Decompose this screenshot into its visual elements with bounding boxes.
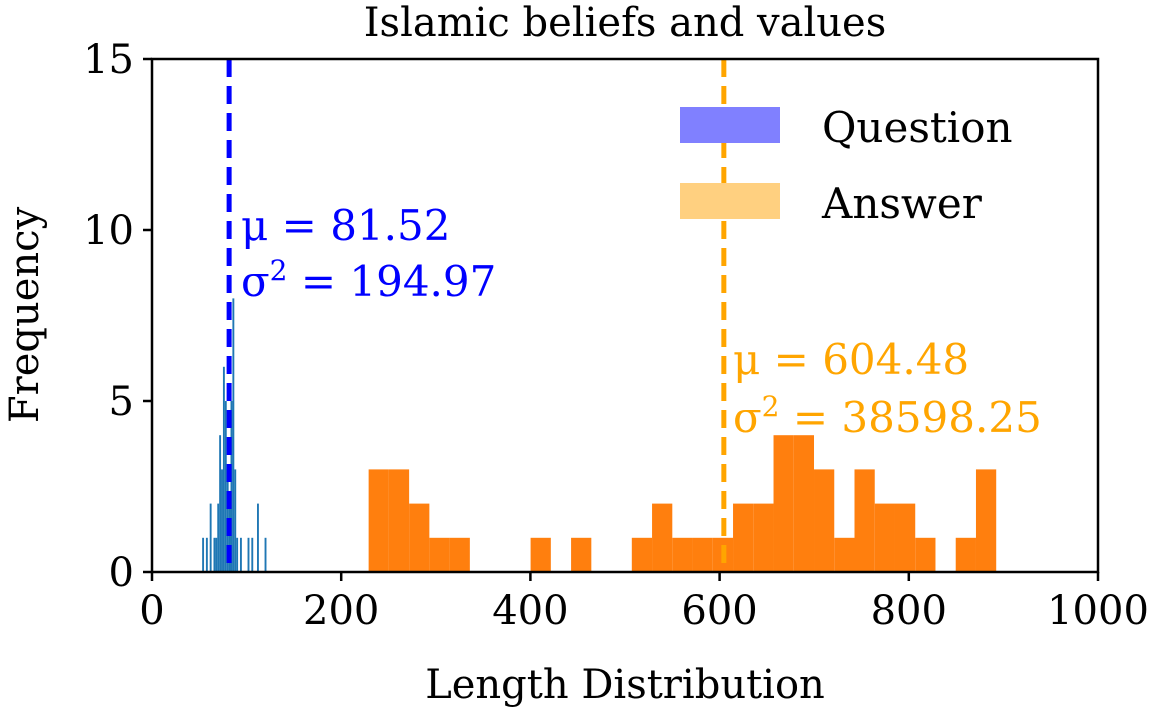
x-axis-label: Length Distribution: [425, 662, 825, 708]
bar-question-12: [230, 401, 233, 572]
bar-answer-21: [915, 537, 936, 572]
bar-question-18: [251, 537, 254, 572]
bar-question-9: [224, 401, 227, 572]
legend-swatch-answer: [680, 183, 780, 219]
plot-frame: [150, 57, 1100, 574]
bar-question-3: [213, 537, 216, 572]
bar-answer-9: [672, 537, 693, 572]
bar-question-5: [217, 503, 220, 572]
bar-question-17: [247, 537, 250, 572]
y-tick-label: 0: [109, 550, 134, 596]
x-tick-label: 200: [303, 588, 379, 634]
x-tick-label: 800: [871, 588, 947, 634]
bar-answer-20: [894, 503, 916, 572]
bar-answer-8: [652, 503, 673, 572]
bar-answer-3: [429, 537, 450, 572]
chart-title: Islamic beliefs and values: [364, 0, 887, 46]
bar-answer-6: [571, 537, 592, 572]
x-axis-ticks: 0 200 400 600 800 1000: [139, 572, 1149, 634]
bar-answer-2: [409, 503, 430, 572]
legend-label-answer: Answer: [821, 179, 983, 228]
answer-variance-label: σ2 = 38598.25: [733, 390, 1042, 442]
bar-question-19: [257, 503, 259, 572]
bar-answer-14: [773, 435, 794, 572]
bar-answer-23: [975, 469, 997, 572]
bar-question-4: [215, 537, 218, 572]
bar-question-11: [228, 503, 231, 572]
bar-answer-5: [530, 537, 551, 572]
bar-answer-0: [368, 469, 389, 572]
bar-question-20: [264, 537, 267, 572]
bar-answer-13: [753, 503, 774, 572]
bar-answer-17: [834, 537, 855, 572]
x-tick-label: 600: [681, 588, 757, 634]
bar-answer-10: [692, 537, 713, 572]
bar-answer-15: [793, 435, 815, 572]
question-stats-annotation: μ = 81.52 σ2 = 194.97: [241, 201, 496, 306]
bar-answer-16: [814, 469, 835, 572]
y-tick-label: 15: [83, 37, 134, 83]
bar-question-14: [234, 469, 237, 572]
bar-question-8: [222, 366, 225, 572]
bar-answer-1: [388, 469, 410, 572]
bar-question-15: [236, 537, 239, 572]
mean-lines: [226, 59, 727, 572]
y-tick-label: 5: [109, 379, 134, 425]
x-tick-label: 0: [139, 588, 164, 634]
legend: Question Answer: [680, 103, 1013, 228]
bar-answer-22: [955, 537, 976, 572]
question-variance-label: σ2 = 194.97: [241, 254, 496, 306]
y-axis-label: Frequency: [2, 206, 48, 423]
histogram-bars: [202, 298, 997, 572]
x-tick-label: 400: [492, 588, 568, 634]
y-tick-label: 10: [83, 208, 134, 254]
bar-question-16: [239, 537, 242, 572]
bar-answer-19: [874, 503, 895, 572]
bar-question-2: [209, 503, 212, 572]
bar-question-1: [205, 537, 208, 572]
bar-answer-18: [854, 469, 875, 572]
bar-question-6: [219, 435, 222, 572]
bar-answer-7: [631, 537, 653, 572]
bar-question-0: [202, 537, 205, 572]
answer-stats-annotation: μ = 604.48 σ2 = 38598.25: [733, 335, 1042, 442]
answer-mean-label: μ = 604.48: [733, 335, 969, 384]
y-axis-ticks: 0 5 10 15: [83, 37, 152, 596]
bar-answer-4: [449, 537, 470, 572]
question-mean-label: μ = 81.52: [241, 201, 450, 250]
x-tick-label: 1000: [1047, 588, 1149, 634]
legend-swatch-question: [680, 107, 780, 143]
legend-label-question: Question: [822, 103, 1013, 152]
bar-question-13: [232, 298, 235, 572]
bar-answer-12: [733, 503, 754, 572]
bar-question-7: [221, 469, 223, 572]
